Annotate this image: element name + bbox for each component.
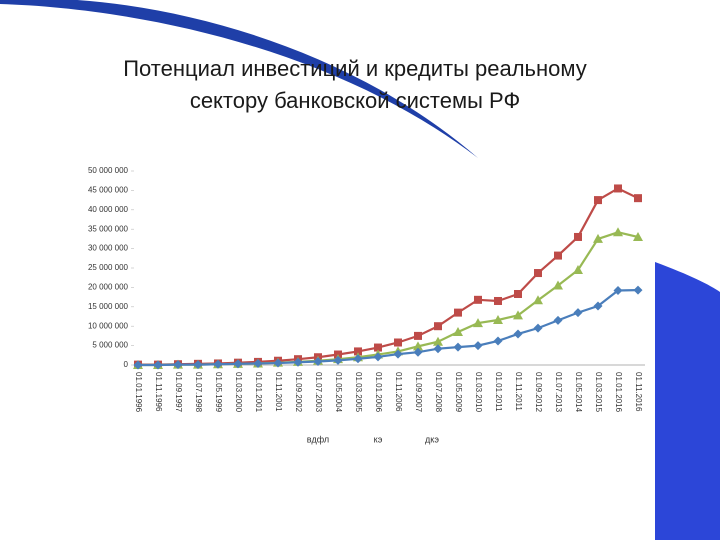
marker [453, 327, 463, 337]
decor-side [655, 262, 720, 540]
marker [474, 295, 482, 304]
marker [633, 231, 643, 241]
marker [593, 301, 603, 311]
marker [373, 352, 383, 362]
marker [233, 359, 243, 369]
marker [634, 194, 642, 203]
x-tick-label: 01.05.1999 [214, 372, 223, 413]
x-tick-label: 01.03.2010 [474, 372, 483, 413]
x-tick-label: 01.01.2011 [494, 372, 503, 412]
marker [613, 227, 623, 237]
legend-label: вдфл [307, 434, 329, 444]
marker [173, 360, 183, 370]
x-tick-label: 01.09.2007 [414, 372, 423, 413]
marker [574, 232, 582, 241]
marker [494, 296, 502, 305]
marker [193, 360, 203, 370]
chart-title: Потенциал инвестиций и кредиты реальному [123, 56, 587, 81]
marker [313, 357, 323, 367]
marker [514, 289, 522, 298]
y-tick-label: 15 000 000 [88, 302, 129, 311]
marker [394, 338, 402, 347]
marker [393, 349, 403, 359]
x-tick-label: 01.11.2006 [394, 372, 403, 412]
x-tick-label: 01.01.2001 [254, 372, 263, 413]
y-tick-label: 20 000 000 [88, 283, 129, 292]
x-tick-label: 01.05.2014 [574, 372, 583, 413]
y-tick-label: 30 000 000 [88, 244, 129, 253]
marker [253, 358, 263, 368]
marker [614, 184, 622, 193]
marker [454, 308, 462, 317]
x-tick-label: 01.03.2015 [594, 372, 603, 413]
y-tick-label: 5 000 000 [92, 341, 128, 350]
marker [473, 341, 483, 351]
marker [293, 357, 303, 367]
marker [414, 331, 422, 340]
x-tick-label: 01.11.1996 [154, 372, 163, 412]
marker [133, 360, 143, 370]
marker [374, 343, 382, 352]
y-tick-label: 40 000 000 [88, 205, 129, 214]
x-tick-label: 01.03.2005 [354, 372, 363, 413]
decor-swoosh [0, 0, 478, 158]
marker [493, 314, 503, 324]
y-tick-label: 45 000 000 [88, 186, 129, 195]
marker [513, 329, 523, 339]
marker [594, 196, 602, 205]
legend-label: кэ [374, 434, 383, 444]
marker [613, 286, 623, 296]
x-tick-label: 01.01.2006 [374, 372, 383, 413]
marker [353, 354, 363, 364]
marker [153, 360, 163, 370]
x-tick-label: 01.09.2012 [534, 372, 543, 413]
marker [493, 336, 503, 346]
marker [434, 322, 442, 331]
x-tick-label: 01.07.1998 [194, 372, 203, 413]
marker [533, 323, 543, 333]
marker [273, 358, 283, 368]
marker [453, 342, 463, 352]
x-tick-label: 01.01.2016 [614, 372, 623, 413]
marker [413, 341, 423, 351]
marker [213, 359, 223, 369]
marker [573, 264, 583, 274]
marker [473, 318, 483, 328]
marker [554, 251, 562, 260]
x-tick-label: 01.07.2013 [554, 372, 563, 413]
y-tick-label: 0 [124, 360, 129, 369]
y-tick-label: 10 000 000 [88, 321, 129, 330]
x-tick-label: 01.11.2001 [274, 372, 283, 412]
y-tick-label: 50 000 000 [88, 166, 129, 175]
marker [573, 308, 583, 318]
marker [553, 280, 563, 290]
x-tick-label: 01.05.2004 [334, 372, 343, 413]
y-tick-label: 35 000 000 [88, 224, 129, 233]
series-line [138, 187, 639, 366]
chart-title: сектору банковской системы РФ [190, 88, 520, 113]
marker [593, 233, 603, 243]
marker [534, 269, 542, 278]
marker [333, 355, 343, 365]
x-tick-label: 01.11.2011 [514, 372, 523, 411]
x-tick-label: 01.07.2008 [434, 372, 443, 413]
marker [433, 344, 443, 354]
marker [433, 336, 443, 346]
x-tick-label: 01.05.2009 [454, 372, 463, 413]
marker [633, 285, 643, 295]
x-tick-label: 01.09.2002 [294, 372, 303, 413]
x-tick-label: 01.09.1997 [174, 372, 183, 413]
x-tick-label: 01.11.2016 [634, 372, 643, 412]
marker [513, 310, 523, 320]
marker [553, 315, 563, 325]
x-tick-label: 01.03.2000 [234, 372, 243, 413]
marker [533, 295, 543, 305]
y-tick-label: 25 000 000 [88, 263, 129, 272]
x-tick-label: 01.07.2003 [314, 372, 323, 413]
legend-label: дкэ [425, 434, 439, 444]
marker [354, 347, 362, 356]
x-tick-label: 01.01.1996 [134, 372, 143, 413]
marker [413, 347, 423, 357]
